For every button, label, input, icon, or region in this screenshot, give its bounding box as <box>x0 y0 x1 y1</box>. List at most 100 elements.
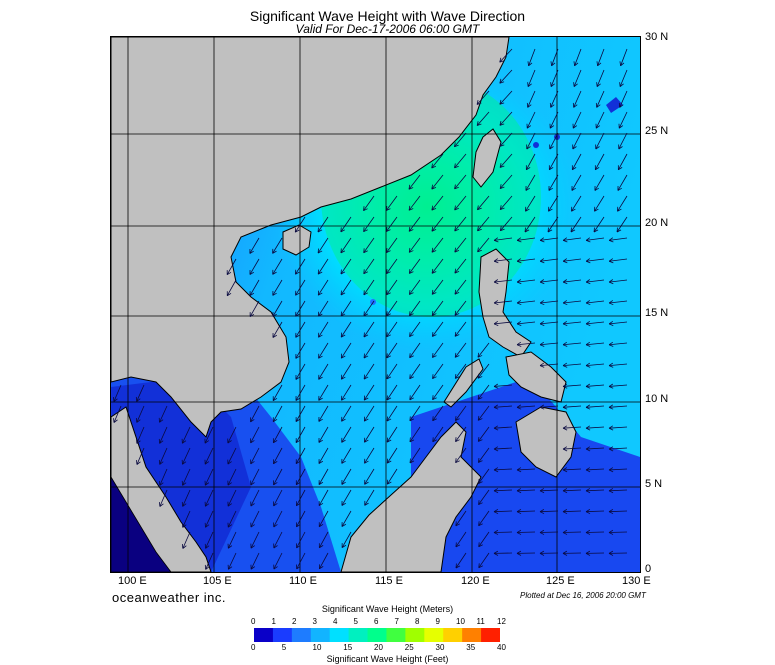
wave-arrow-head <box>493 237 499 241</box>
wave-arrow <box>341 426 352 443</box>
wave-arrow-head <box>572 146 577 150</box>
wave-arrow-head <box>432 313 437 316</box>
wave-arrow-head <box>318 313 323 317</box>
wave-arrow <box>318 426 329 443</box>
wave-arrow <box>494 237 513 241</box>
wave-arrow <box>205 552 214 570</box>
wave-arrow-head <box>608 365 614 368</box>
wave-arrow-head <box>408 205 411 211</box>
wave-arrow <box>317 258 329 275</box>
lat-label: 0 <box>645 563 652 575</box>
wave-arrow-head <box>585 509 591 513</box>
wave-arrow-head <box>562 362 568 366</box>
colorbar-feet-tick: 35 <box>466 643 476 652</box>
wave-arrow-head <box>528 62 533 67</box>
wave-arrow-head <box>431 186 437 190</box>
wave-arrow-head <box>594 187 599 191</box>
wave-arrow-head <box>585 300 591 304</box>
wave-arrow <box>540 321 559 325</box>
wave-arrow-head <box>341 502 346 506</box>
wave-arrow-head <box>205 545 210 549</box>
wave-arrow-head <box>571 208 576 212</box>
wave-arrow-head <box>608 302 614 306</box>
wave-arrow <box>204 426 214 444</box>
wave-arrow-head <box>409 418 415 422</box>
wave-arrow <box>364 447 375 464</box>
wave-arrow <box>319 552 329 570</box>
wave-arrow <box>594 153 605 170</box>
wave-arrow <box>494 321 513 325</box>
wave-arrow <box>616 216 628 233</box>
wave-arrow-head <box>499 165 505 168</box>
wave-arrow-head <box>608 237 614 241</box>
wave-arrow <box>363 258 375 275</box>
wave-arrow <box>295 300 306 317</box>
wave-arrow <box>609 447 628 450</box>
wave-arrow <box>586 342 605 346</box>
wave-arrow <box>408 216 421 232</box>
wave-arrow <box>318 510 329 527</box>
wave-arrow-head <box>409 292 414 295</box>
wave-arrow-head <box>539 320 545 325</box>
wave-arrow-head <box>574 62 579 67</box>
wave-arrow <box>595 132 605 150</box>
wave-arrow <box>409 447 421 464</box>
wave-arrow-head <box>595 167 600 171</box>
wave-arrow <box>295 384 306 401</box>
wave-arrow <box>318 300 329 317</box>
colorbar-cell <box>254 628 274 642</box>
wave-arrow-head <box>478 521 480 526</box>
wave-arrow-head <box>318 397 323 401</box>
wave-arrow <box>432 321 444 337</box>
wave-arrow <box>517 468 536 471</box>
wave-arrow-head <box>386 229 391 232</box>
lat-label: 20 N <box>645 217 669 229</box>
wave-arrow-head <box>548 208 553 212</box>
wave-arrow <box>341 468 352 485</box>
wave-arrow <box>526 111 536 129</box>
wave-arrow <box>204 468 214 486</box>
wave-arrow-head <box>549 167 554 171</box>
wave-arrow-head <box>585 490 591 494</box>
wave-arrow-head <box>549 125 555 129</box>
wave-arrow-head <box>618 146 623 150</box>
wave-arrow-head <box>432 397 437 401</box>
wave-arrow-head <box>562 383 568 387</box>
wave-arrow <box>454 132 467 148</box>
wave-arrow <box>272 237 283 254</box>
wave-arrow-head <box>562 511 568 515</box>
wave-arrow-head <box>500 207 505 211</box>
wave-arrow-head <box>340 271 346 275</box>
colorbar-meter-tick: 7 <box>394 617 399 626</box>
wave-arrow <box>295 258 306 275</box>
wave-arrow-head <box>250 482 255 486</box>
wave-arrow-head <box>318 439 323 443</box>
wave-arrow-head <box>617 208 622 212</box>
wave-arrow-head <box>455 458 457 463</box>
wave-arrow <box>250 552 260 570</box>
colorbar-feet-tick: 5 <box>281 643 287 652</box>
wave-arrow <box>295 447 306 464</box>
wave-arrow-head <box>341 376 346 380</box>
wave-arrow <box>227 426 237 444</box>
wave-arrow-head <box>539 490 545 494</box>
wave-arrow-head <box>478 502 483 506</box>
wave-arrow-head <box>499 144 505 147</box>
wave-arrow <box>386 321 398 338</box>
wave-arrow-head <box>318 481 324 485</box>
wave-arrow-head <box>454 310 457 316</box>
wave-arrow <box>563 258 582 262</box>
plotted-timestamp: Plotted at Dec 16, 2006 20:00 GMT <box>520 591 646 600</box>
wave-arrow-head <box>608 553 614 556</box>
wave-arrow <box>364 426 375 443</box>
wave-arrow-head <box>295 418 301 422</box>
wave-arrow-head <box>493 260 499 264</box>
wave-arrow-head <box>364 460 369 464</box>
wave-arrow-head <box>551 62 556 67</box>
wave-arrow-head <box>493 511 499 515</box>
wave-arrow-head <box>250 440 255 444</box>
wave-arrow-head <box>273 419 278 423</box>
wave-arrow-head <box>516 341 522 346</box>
wave-arrow-head <box>570 229 576 233</box>
wave-arrow-head <box>431 163 433 169</box>
